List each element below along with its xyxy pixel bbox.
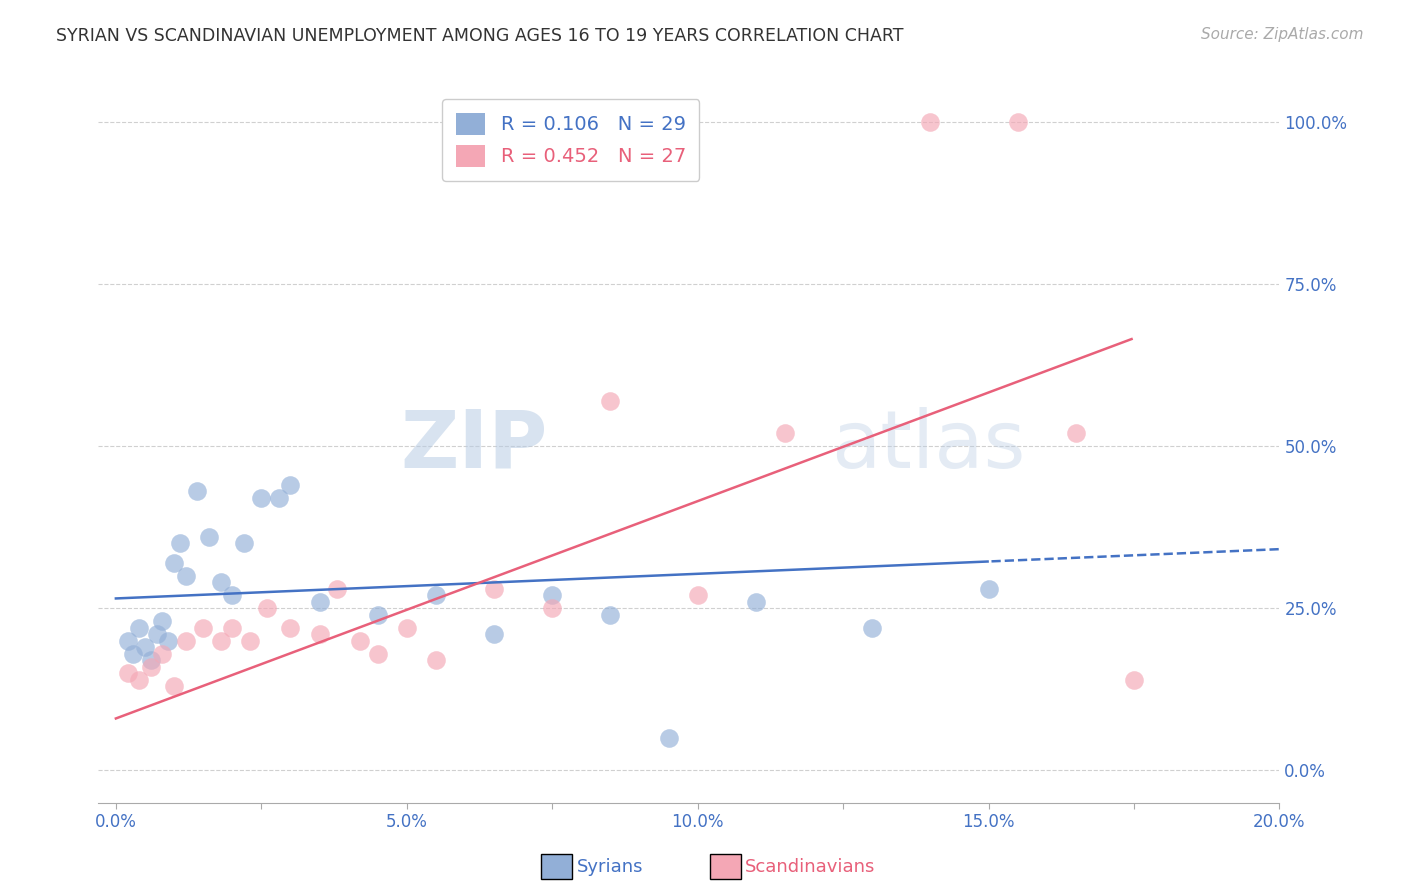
Point [128, 621, 150, 635]
Point [139, 659, 162, 673]
Point [1123, 673, 1146, 687]
Point [541, 588, 564, 602]
Point [367, 607, 389, 622]
Point [174, 633, 197, 648]
Point [349, 633, 371, 648]
Point [256, 601, 278, 615]
Point [174, 568, 197, 582]
Text: Source: ZipAtlas.com: Source: ZipAtlas.com [1201, 27, 1364, 42]
Point [250, 491, 273, 505]
Text: SYRIAN VS SCANDINAVIAN UNEMPLOYMENT AMONG AGES 16 TO 19 YEARS CORRELATION CHART: SYRIAN VS SCANDINAVIAN UNEMPLOYMENT AMON… [56, 27, 904, 45]
Point [209, 575, 232, 590]
Point [977, 582, 1000, 596]
Point [191, 621, 214, 635]
Point [482, 582, 505, 596]
Text: ZIP: ZIP [399, 407, 547, 485]
Point [541, 601, 564, 615]
Point [145, 627, 167, 641]
Point [267, 491, 290, 505]
Point [425, 653, 447, 667]
Point [745, 595, 768, 609]
Point [395, 621, 418, 635]
Point [163, 556, 186, 570]
Point [221, 621, 243, 635]
Point [122, 647, 145, 661]
Point [128, 673, 150, 687]
Text: Scandinavians: Scandinavians [745, 858, 876, 876]
Point [326, 582, 349, 596]
Point [117, 666, 139, 681]
Point [209, 633, 232, 648]
Point [239, 633, 262, 648]
Point [117, 633, 139, 648]
Point [134, 640, 156, 654]
Legend: R = 0.106   N = 29, R = 0.452   N = 27: R = 0.106 N = 29, R = 0.452 N = 27 [443, 99, 699, 181]
Point [308, 595, 330, 609]
Point [152, 647, 174, 661]
Point [599, 607, 621, 622]
Point [157, 633, 180, 648]
Point [658, 731, 681, 745]
Point [139, 653, 162, 667]
Point [686, 588, 709, 602]
Point [186, 484, 208, 499]
Text: atlas: atlas [831, 407, 1025, 485]
Text: Syrians: Syrians [576, 858, 643, 876]
Point [1007, 114, 1029, 128]
Point [152, 614, 174, 628]
Point [425, 588, 447, 602]
Point [860, 621, 883, 635]
Point [198, 530, 221, 544]
Point [280, 621, 302, 635]
Point [367, 647, 389, 661]
Point [482, 627, 505, 641]
Point [280, 478, 302, 492]
Point [773, 425, 796, 440]
Point [169, 536, 191, 550]
Point [308, 627, 330, 641]
Point [232, 536, 254, 550]
Point [599, 393, 621, 408]
Point [920, 114, 942, 128]
Point [221, 588, 243, 602]
Point [1064, 425, 1087, 440]
Point [163, 679, 186, 693]
